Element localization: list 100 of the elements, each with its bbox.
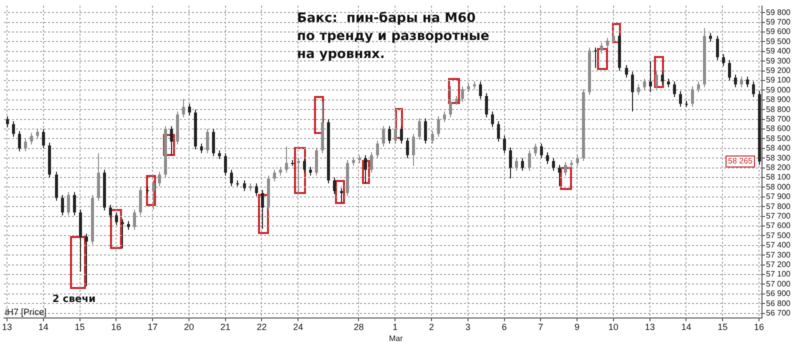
candlestick xyxy=(679,90,682,108)
candlestick xyxy=(133,209,136,230)
candlestick xyxy=(546,152,549,164)
candlestick xyxy=(370,152,373,174)
x-tick-label: 3 xyxy=(465,322,470,332)
annotation: 2 свечи xyxy=(52,294,96,305)
candlestick xyxy=(431,130,434,144)
candlestick xyxy=(734,74,737,88)
x-tick-label: 28 xyxy=(354,322,364,332)
candlestick xyxy=(673,80,676,98)
x-tick-label: 17 xyxy=(148,322,158,332)
x-tick-label: 20 xyxy=(184,322,194,332)
candlestick xyxy=(36,128,39,140)
candlestick xyxy=(643,78,646,91)
candlestick xyxy=(722,54,725,66)
y-tick-label: 57 200 xyxy=(766,260,792,270)
x-tick-label: 13 xyxy=(2,322,12,332)
candlestick xyxy=(364,154,367,184)
y-tick-label: 57 300 xyxy=(766,250,792,260)
candlestick xyxy=(388,126,391,144)
candlestick xyxy=(728,60,731,82)
candlestick xyxy=(437,116,440,138)
candlestick xyxy=(297,158,300,194)
candlestick xyxy=(85,233,88,287)
x-tick-label: 2 xyxy=(429,322,434,332)
y-tick-label: 59 000 xyxy=(766,85,792,94)
x-tick-label: 13 xyxy=(644,322,655,332)
candlestick xyxy=(139,186,142,216)
candlestick xyxy=(740,76,743,88)
y-tick-label: 58 900 xyxy=(766,95,792,104)
candlestick xyxy=(412,133,415,166)
y-tick-label: 57 500 xyxy=(766,230,792,240)
candlestick xyxy=(206,128,209,154)
candlestick xyxy=(558,164,561,187)
x-tick-label: 7 xyxy=(538,322,544,332)
x-tick-label: 14 xyxy=(681,322,692,332)
candlestick xyxy=(606,37,609,49)
candlestick xyxy=(576,154,579,166)
candlestick xyxy=(12,120,15,138)
candlestick xyxy=(418,118,421,140)
x-tick-label: 24 xyxy=(293,322,304,332)
x-tick-label: 1 xyxy=(392,322,398,332)
candlestick xyxy=(400,126,403,144)
y-tick-label: 58 700 xyxy=(766,114,792,124)
y-tick-label: 57 900 xyxy=(766,192,792,202)
candlestick xyxy=(461,86,464,102)
candlestick xyxy=(716,35,719,61)
candlestick xyxy=(212,128,215,157)
candlestick xyxy=(661,71,664,85)
candlestick xyxy=(182,98,185,118)
y-tick-label: 56 700 xyxy=(766,308,792,318)
candlestick xyxy=(528,150,531,172)
candlestick xyxy=(6,116,9,128)
y-tick-label: 57 800 xyxy=(766,202,792,211)
candlestick xyxy=(521,158,524,172)
x-tick-label: 6 xyxy=(502,322,507,332)
y-tick-label: 59 400 xyxy=(766,46,792,56)
candlestick xyxy=(188,103,191,116)
candlestick xyxy=(55,171,58,202)
candlestick xyxy=(73,192,76,216)
candlestick xyxy=(449,86,452,118)
y-tick-label: 59 200 xyxy=(766,66,792,76)
candlestick xyxy=(752,80,755,98)
y-tick-label: 58 500 xyxy=(766,134,792,143)
y-tick-label: 58 000 xyxy=(766,182,792,192)
candlestick xyxy=(491,111,494,128)
y-tick-label: 58 200 xyxy=(766,163,792,172)
candlestick xyxy=(552,158,555,172)
candlestick xyxy=(746,76,749,88)
candlestick xyxy=(594,47,597,68)
candlestick xyxy=(303,158,306,174)
y-tick-label: 59 700 xyxy=(766,17,792,26)
candlestick xyxy=(243,180,246,192)
candlestick xyxy=(443,111,446,123)
x-tick-label: 22 xyxy=(256,322,267,332)
y-tick-label: 57 000 xyxy=(766,279,792,288)
candlestick xyxy=(637,84,640,96)
candlestick xyxy=(42,128,45,149)
candlestick xyxy=(631,71,634,112)
candlestick xyxy=(24,138,27,152)
candlestick xyxy=(691,86,694,108)
y-tick-label: 59 300 xyxy=(766,56,792,66)
y-tick-label: 57 700 xyxy=(766,212,792,221)
candlestick xyxy=(115,212,118,226)
y-tick-label: 58 100 xyxy=(766,172,792,182)
candlestick xyxy=(61,194,64,216)
x-tick-label: 16 xyxy=(111,322,122,332)
candlestick xyxy=(152,180,155,210)
candlestick xyxy=(340,188,343,204)
y-tick-label: 57 600 xyxy=(766,221,792,230)
candlestick xyxy=(315,146,318,176)
candlestick xyxy=(18,130,21,152)
candlestick xyxy=(273,169,276,182)
y-tick-label: 58 400 xyxy=(766,144,792,153)
candlestick xyxy=(509,146,512,179)
x-tick-label: 14 xyxy=(38,322,48,332)
candlestick xyxy=(649,60,652,93)
annotation: Бакс: пин-бары на M60 по тренду и разворотные на уровнях. xyxy=(297,11,490,62)
candlestick xyxy=(485,92,488,118)
candlestick xyxy=(497,120,500,142)
